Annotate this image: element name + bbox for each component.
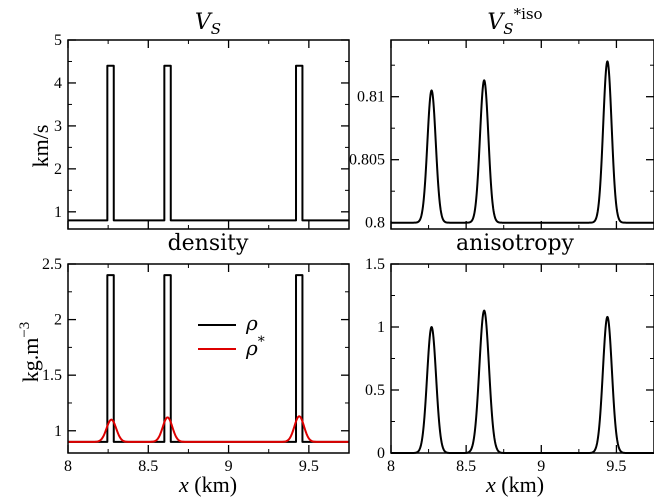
panel-density-ylabel: kg.m−3: [17, 322, 43, 383]
panel-2-series-1: [67, 415, 350, 443]
legend-rho-star-label: ρ*: [245, 334, 265, 360]
y-tick-label-3: 4: [54, 75, 62, 92]
y-tick-label-2: 0.81: [357, 89, 385, 106]
panel-density: density kg.m−3 8 8.5 9 9.5 1 1.5 2 2.5 ρ ρ* x (…: [17, 231, 350, 497]
panel-vs-iso-title: VS*iso: [487, 5, 542, 38]
panel-vs-iso-frame: [390, 39, 654, 230]
panel-vs: VS km/s 1 2 3 4 5: [28, 10, 350, 230]
x-tick-label-1: 8.5: [456, 458, 476, 475]
panel-anisotropy: anisotropy 8 8.5 9 9.5 0 0.5 1 1.5 x (km): [365, 231, 654, 497]
y-tick-label-0: 1: [54, 204, 62, 221]
panel-vs-ylabel: km/s: [28, 125, 53, 168]
x-tick-label-0: 8: [387, 458, 395, 475]
panel-density-xlabel: x (km): [178, 472, 237, 497]
panel-vs-iso: VS*iso 0.8 0.805 0.81: [349, 5, 654, 232]
y-tick-label-3: 1.5: [365, 256, 385, 273]
panel-anisotropy-title: anisotropy: [456, 231, 575, 256]
panel-2-series-0: [68, 274, 349, 443]
y-tick-label-2: 1: [377, 319, 385, 336]
y-tick-label-2: 2: [54, 312, 62, 329]
panel-vs-frame: [67, 39, 350, 230]
panel-1-series-0: [390, 60, 654, 224]
panel-3-series-0: [390, 309, 654, 454]
density-legend: ρ ρ*: [198, 311, 265, 360]
y-tick-label-0: 0.8: [365, 215, 385, 232]
x-tick-label-2: 9: [225, 458, 233, 475]
y-tick-label-1: 0.805: [349, 152, 385, 169]
y-tick-label-1: 2: [54, 161, 62, 178]
y-tick-label-0: 0: [377, 445, 385, 462]
panel-vs-title: VS: [195, 10, 221, 38]
x-tick-label-1: 8.5: [138, 458, 158, 475]
x-tick-label-0: 8: [64, 458, 72, 475]
x-tick-label-3: 9.5: [606, 458, 626, 475]
y-tick-label-4: 5: [54, 32, 62, 49]
panel-density-title: density: [168, 231, 249, 256]
y-tick-label-1: 1.5: [42, 367, 62, 384]
panel-anisotropy-xlabel: x (km): [485, 472, 544, 497]
y-tick-label-0: 1: [54, 423, 62, 440]
x-tick-label-3: 9.5: [299, 458, 319, 475]
y-tick-label-1: 0.5: [365, 382, 385, 399]
legend-rho-label: ρ: [245, 311, 258, 335]
panel-0-series-0: [68, 64, 349, 222]
panel-density-frame: [67, 263, 350, 454]
x-tick-label-2: 9: [537, 458, 545, 475]
y-tick-label-3: 2.5: [42, 256, 62, 273]
y-tick-label-2: 3: [54, 118, 62, 135]
panel-anisotropy-frame: [390, 263, 654, 454]
